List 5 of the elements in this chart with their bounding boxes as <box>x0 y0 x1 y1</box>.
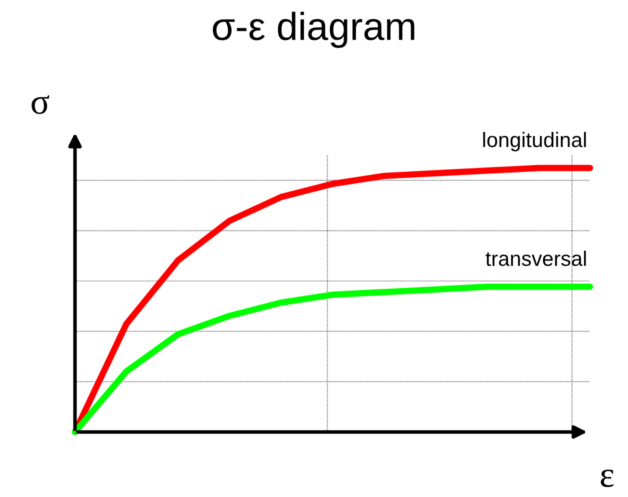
chart-title: σ-ε diagram <box>212 12 414 48</box>
series-label: transversal <box>486 250 586 266</box>
y-axis-title: σ <box>32 95 50 114</box>
x-axis-title: ε <box>600 470 614 488</box>
series-label: longitudinal <box>483 132 586 152</box>
